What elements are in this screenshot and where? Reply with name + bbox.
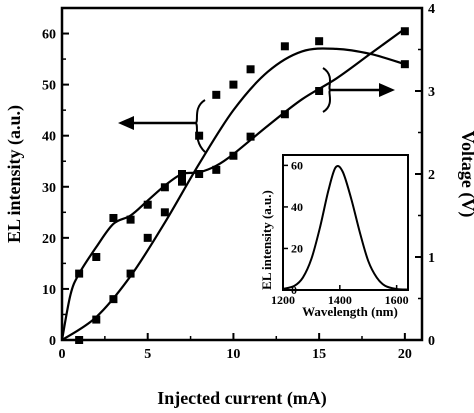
x-tick-label: 15 <box>312 347 326 362</box>
x-tick-label: 0 <box>59 347 66 362</box>
y-left-tick-label: 0 <box>49 334 56 349</box>
voltage-point <box>92 253 101 261</box>
el-intensity-point <box>143 233 152 242</box>
el-intensity-point <box>195 131 204 140</box>
y-left-tick-label: 60 <box>42 28 56 43</box>
y-left-tick-label: 10 <box>42 283 56 298</box>
el-intensity-point <box>212 90 221 99</box>
voltage-point <box>212 165 221 174</box>
y-right-tick-label: 4 <box>428 2 435 17</box>
el-intensity-point <box>280 42 289 51</box>
y-axis-title-left: EL intensity (a.u.) <box>4 105 25 243</box>
inset-spectrum-line <box>282 165 409 291</box>
y-right-tick-label: 3 <box>428 85 435 100</box>
left-arrowhead <box>118 116 134 130</box>
el-intensity-point <box>126 269 135 278</box>
x-tick-label: 10 <box>226 347 240 362</box>
voltage-point <box>246 132 255 141</box>
y-left-tick-label: 30 <box>42 181 56 196</box>
right-brace <box>322 67 332 113</box>
y-right-tick-label: 1 <box>428 251 435 266</box>
voltage-point <box>280 110 289 119</box>
x-tick-label: 20 <box>398 347 412 362</box>
inset-y-tick-label: 0 <box>291 283 297 297</box>
inset-x-tick-label: 1200 <box>271 293 295 307</box>
inset-x-tick-label: 1600 <box>385 293 409 307</box>
el-intensity-fit-line <box>61 47 406 341</box>
el-intensity-point <box>160 208 169 217</box>
voltage-point <box>229 151 238 160</box>
el-intensity-point <box>229 80 238 89</box>
x-tick-label: 5 <box>144 347 151 362</box>
voltage-point <box>109 213 118 222</box>
y-left-tick-label: 20 <box>42 232 56 247</box>
el-intensity-point <box>75 336 84 344</box>
el-intensity-point <box>246 65 255 74</box>
voltage-point <box>178 170 186 178</box>
voltage-point <box>400 27 409 36</box>
left-brace <box>194 99 206 153</box>
right-arrowhead <box>379 83 395 97</box>
y-right-tick-label: 0 <box>428 334 435 349</box>
y-left-tick-label: 40 <box>42 130 56 145</box>
el-intensity-point <box>400 60 409 69</box>
voltage-point <box>160 183 169 192</box>
voltage-point <box>195 170 204 178</box>
voltage-point <box>126 215 135 224</box>
voltage-point <box>315 87 324 95</box>
inset-frame <box>282 154 409 291</box>
annotation-arrows <box>118 67 395 153</box>
inset-y-axis-title: EL intensity (a.u.) <box>259 190 274 290</box>
y-right-tick-label: 2 <box>428 168 435 183</box>
voltage-point <box>75 269 84 278</box>
inset-x-axis-title: Wavelength (nm) <box>302 304 398 319</box>
el-intensity-point <box>178 177 186 186</box>
el-intensity-point <box>109 295 118 304</box>
y-left-tick-label: 50 <box>42 79 56 94</box>
x-axis-title: Injected current (mA) <box>157 388 327 409</box>
inset-x-tick-label: 1400 <box>328 293 352 307</box>
el-intensity-point <box>92 315 101 324</box>
el-intensity-point <box>315 37 324 46</box>
voltage-point <box>143 200 152 209</box>
inset-y-tick-label: 40 <box>291 200 303 214</box>
inset-y-tick-label: 20 <box>291 241 303 255</box>
inset-y-tick-label: 60 <box>291 158 303 172</box>
y-axis-title-right: Voltage (V) <box>457 131 474 218</box>
